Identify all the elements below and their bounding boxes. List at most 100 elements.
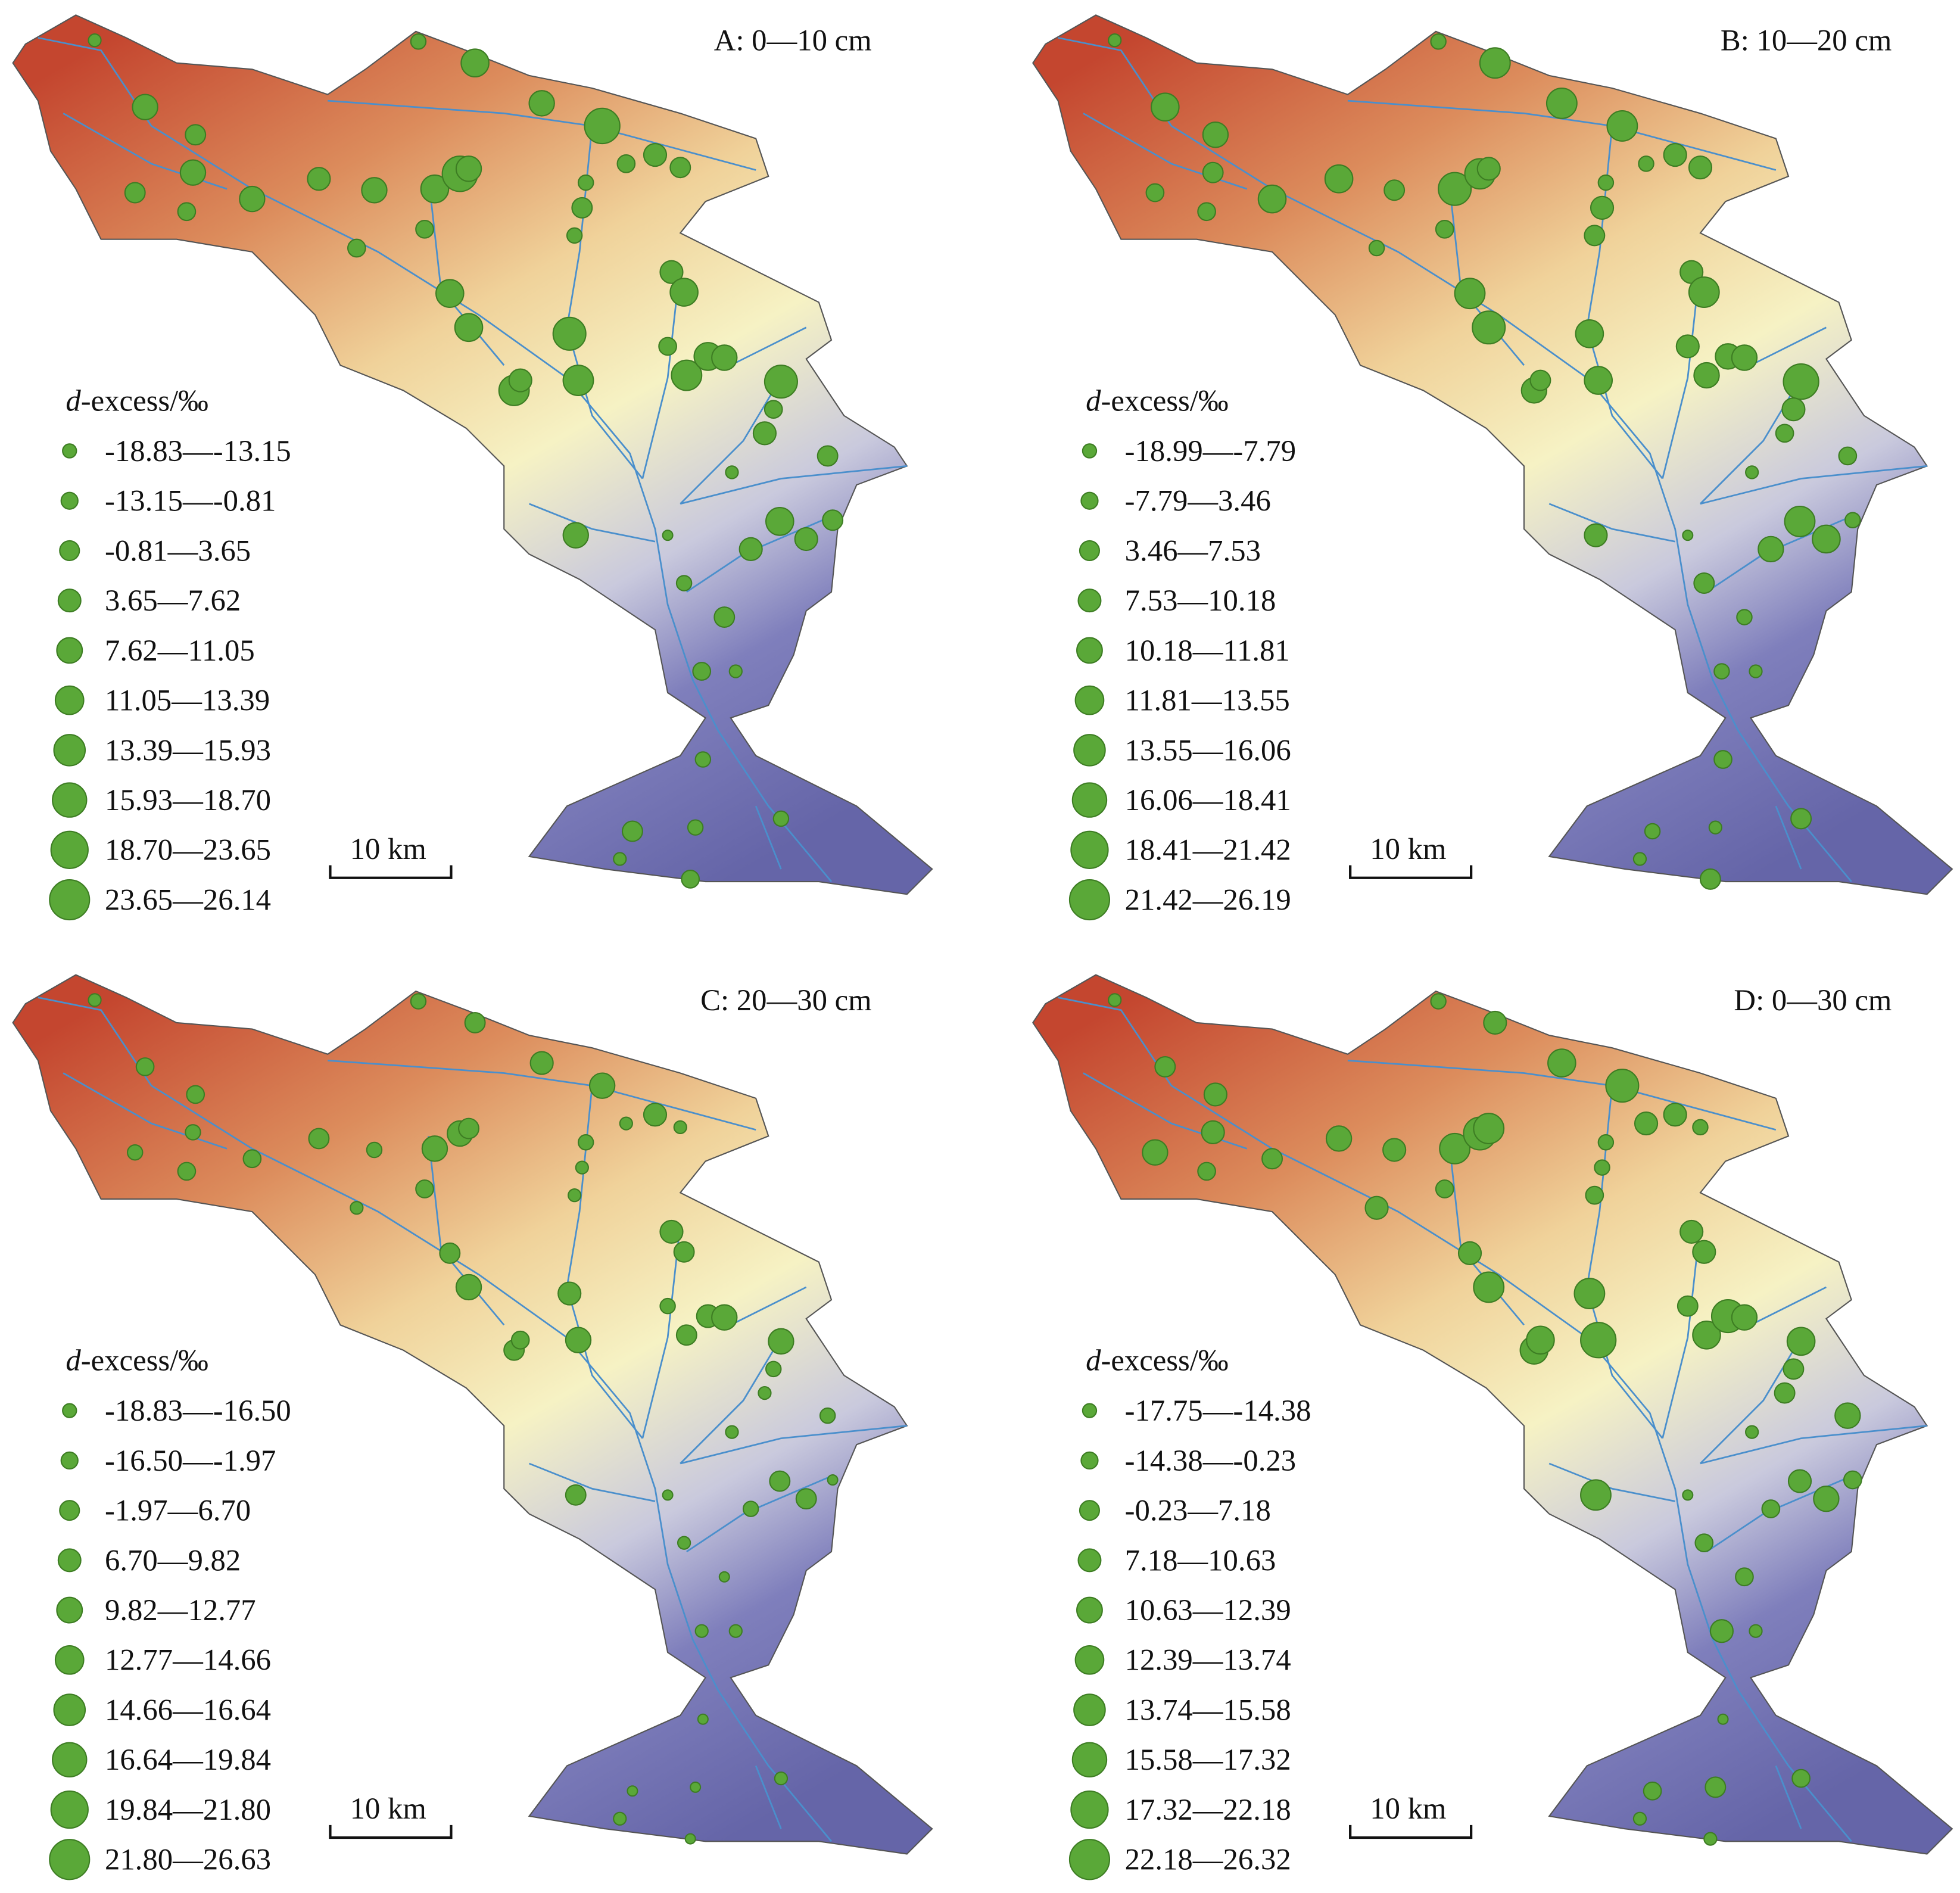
sample-point — [439, 1242, 461, 1264]
sample-point — [565, 1327, 592, 1353]
legend-symbol — [54, 1645, 85, 1675]
sample-point — [1606, 110, 1638, 142]
sample-point — [1479, 47, 1511, 79]
sample-point — [132, 94, 158, 120]
river — [641, 1224, 681, 1439]
sample-point — [557, 1281, 582, 1306]
legend-symbol — [1070, 1790, 1109, 1829]
sample-point — [1675, 334, 1700, 359]
map-panel: B: 10—20 cm d-excess/‰ -18.99—-7.79 -7.79—3… — [1032, 14, 1953, 921]
sample-point — [692, 662, 712, 681]
sample-point — [673, 1120, 687, 1135]
legend-label: -16.50—-1.97 — [105, 1444, 276, 1477]
legend-label: 13.74—15.58 — [1125, 1693, 1291, 1726]
sample-point — [584, 107, 621, 145]
legend-symbol — [53, 1693, 86, 1726]
legend-label: 6.70—9.82 — [105, 1543, 241, 1577]
legend-label: 10.18—11.81 — [1125, 634, 1290, 667]
sample-point — [1483, 1010, 1507, 1035]
legend-label: 15.93—18.70 — [105, 783, 271, 817]
sample-point — [1791, 1769, 1811, 1788]
river — [680, 377, 782, 505]
sample-point — [774, 1771, 789, 1786]
river — [328, 1059, 756, 1131]
sample-point — [577, 174, 594, 191]
river — [686, 1475, 832, 1553]
river — [1662, 1224, 1702, 1439]
sample-point — [1324, 164, 1354, 194]
sample-point — [420, 174, 450, 204]
sample-point — [454, 313, 484, 343]
legend-symbol — [1077, 589, 1102, 613]
legend-symbol — [49, 1839, 91, 1880]
sample-point — [742, 1500, 759, 1517]
legend-title: d-excess/‰ — [66, 1344, 208, 1377]
legend-label: -13.15—-0.81 — [105, 484, 276, 518]
legend-title: d-excess/‰ — [1086, 1344, 1229, 1377]
sample-point — [508, 368, 532, 393]
map-panel: D: 0—30 cm d-excess/‰ -17.75—-14.38 -14.38—… — [1032, 974, 1953, 1880]
sample-point — [1580, 1479, 1612, 1511]
sample-point — [1261, 1148, 1283, 1170]
legend-label: 3.65—7.62 — [105, 584, 241, 617]
sample-point — [1693, 572, 1715, 594]
sample-point — [765, 1360, 782, 1378]
legend-title-text: -excess/‰ — [1101, 1344, 1228, 1377]
legend-label: 12.39—13.74 — [1125, 1643, 1291, 1677]
legend-label: -7.79—3.46 — [1125, 484, 1271, 518]
sample-point — [1783, 363, 1819, 400]
river — [680, 1425, 907, 1465]
legend-label: -17.75—-14.38 — [1125, 1394, 1311, 1427]
sample-point — [1844, 512, 1861, 529]
sample-point — [185, 1124, 201, 1141]
sample-point — [1781, 397, 1806, 422]
sample-point — [765, 507, 794, 536]
sample-point — [186, 1085, 205, 1104]
sample-point — [1257, 184, 1287, 214]
legend-symbol — [1068, 1839, 1111, 1880]
sample-point — [1108, 33, 1122, 48]
scale-bar — [329, 1824, 453, 1839]
sample-point — [1584, 366, 1613, 395]
river — [1700, 1425, 1927, 1465]
legend-label: 15.58—17.32 — [1125, 1743, 1291, 1776]
legend-symbol — [62, 443, 77, 459]
sample-point — [410, 993, 427, 1010]
sample-point — [1774, 1382, 1796, 1404]
sample-point — [1632, 852, 1647, 866]
sample-point — [643, 1103, 668, 1127]
sample-point — [135, 1057, 155, 1076]
legend-label: 10.63—12.39 — [1125, 1593, 1291, 1627]
sample-point — [455, 155, 482, 182]
sample-point — [347, 238, 366, 258]
river — [680, 465, 907, 505]
legend-title-text: -excess/‰ — [81, 1344, 208, 1377]
sample-point — [1749, 1624, 1763, 1638]
sample-point — [361, 177, 388, 204]
sample-point — [669, 278, 699, 307]
river — [680, 1337, 782, 1464]
sample-point — [675, 575, 693, 591]
sample-point — [758, 1385, 772, 1400]
legend-symbol — [59, 540, 80, 561]
sample-point — [697, 1713, 709, 1725]
sample-point — [510, 1330, 530, 1350]
sample-point — [1439, 1132, 1471, 1165]
sample-point — [1476, 157, 1501, 181]
sample-point — [1575, 319, 1604, 348]
sample-point — [1151, 92, 1180, 122]
sample-point — [124, 182, 146, 204]
sample-point — [455, 1274, 482, 1301]
legend-label: 13.39—15.93 — [105, 733, 271, 767]
sample-point — [1843, 1470, 1862, 1490]
sample-point — [571, 197, 593, 219]
sample-point — [619, 1116, 633, 1131]
sample-point — [725, 1425, 739, 1439]
sample-point — [1197, 202, 1216, 222]
sample-point — [528, 90, 555, 117]
legend-label: -0.23—7.18 — [1125, 1494, 1271, 1527]
legend-label: 14.66—16.64 — [105, 1693, 271, 1726]
sample-point — [1745, 1425, 1759, 1439]
sample-point — [1438, 172, 1472, 206]
legend-label: 21.42—26.19 — [1125, 883, 1291, 916]
